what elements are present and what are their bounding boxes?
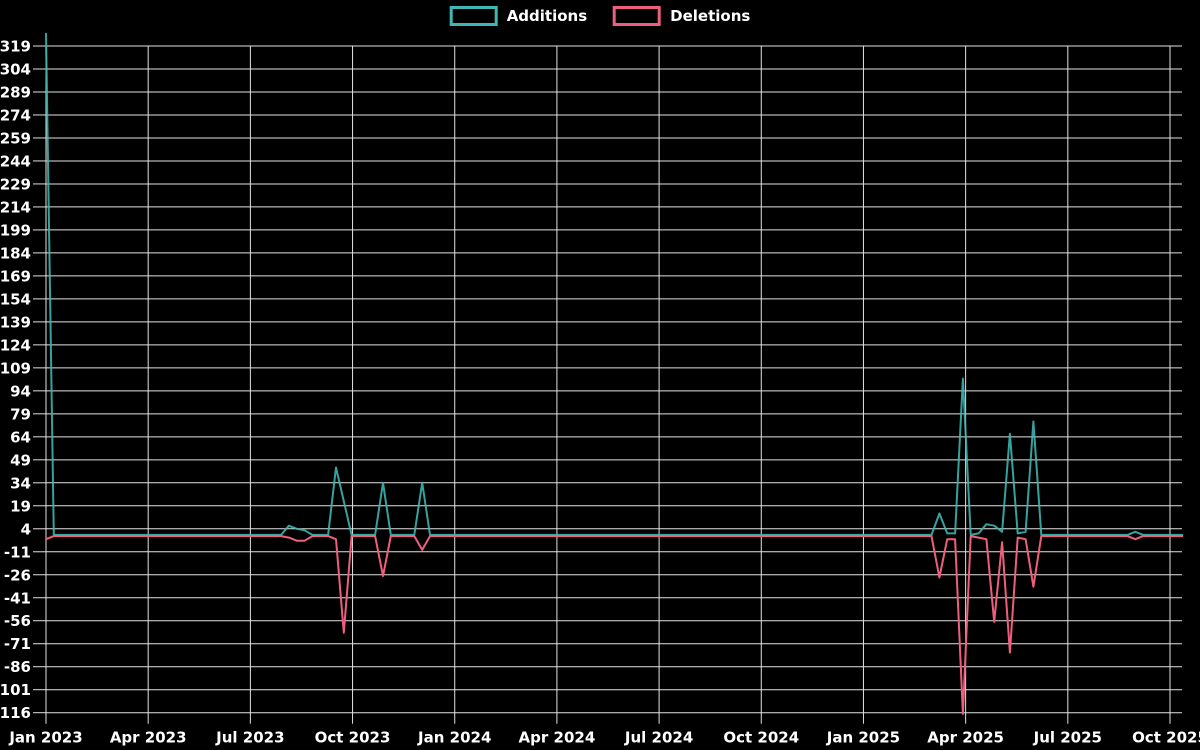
svg-text:Oct 2023: Oct 2023 [315,729,391,747]
svg-text:304: 304 [0,60,31,78]
legend-item-deletions[interactable]: Deletions [613,6,750,26]
svg-text:4: 4 [21,520,31,538]
legend-label-additions: Additions [506,6,588,25]
svg-text:244: 244 [0,152,31,170]
svg-text:184: 184 [0,244,31,262]
legend-item-additions[interactable]: Additions [449,6,588,26]
svg-text:289: 289 [0,83,31,101]
svg-text:Apr 2025: Apr 2025 [927,729,1004,747]
svg-text:109: 109 [0,359,31,377]
svg-text:169: 169 [0,267,31,285]
grid-lines [45,45,1182,714]
svg-text:-116: -116 [0,704,31,722]
svg-text:Jul 2025: Jul 2025 [1033,729,1102,747]
svg-text:-26: -26 [4,566,31,584]
svg-text:49: 49 [10,451,31,469]
svg-text:Oct 2025: Oct 2025 [1132,729,1200,747]
x-axis-labels: Jan 2023 Apr 2023 Jul 2023 Oct 2023 Jan 2024… [8,729,1200,747]
additions-swatch-icon [449,6,498,26]
svg-text:229: 229 [0,175,31,193]
additions-line [45,32,1184,536]
deletions-swatch-icon [613,6,662,26]
svg-text:-71: -71 [4,635,31,653]
deletions-line [45,535,1184,715]
svg-text:34: 34 [10,474,31,492]
svg-text:-41: -41 [4,589,31,607]
svg-text:64: 64 [10,428,31,446]
svg-text:214: 214 [0,198,31,216]
svg-text:Jan 2025: Jan 2025 [826,729,900,747]
svg-text:-86: -86 [4,658,31,676]
chart-legend: Additions Deletions [449,6,750,26]
svg-text:139: 139 [0,313,31,331]
svg-text:Apr 2023: Apr 2023 [110,729,187,747]
svg-text:19: 19 [10,497,31,515]
svg-text:Apr 2024: Apr 2024 [519,729,596,747]
svg-text:-101: -101 [0,681,31,699]
legend-label-deletions: Deletions [670,6,751,25]
svg-text:-11: -11 [4,543,31,561]
axis-ticks [33,45,1171,724]
svg-text:274: 274 [0,106,31,124]
svg-text:Jul 2024: Jul 2024 [624,729,693,747]
svg-text:Jan 2023: Jan 2023 [8,729,82,747]
svg-text:319: 319 [0,38,31,56]
svg-text:Jul 2023: Jul 2023 [215,729,284,747]
svg-text:154: 154 [0,290,31,308]
svg-text:-56: -56 [4,612,31,630]
svg-text:Oct 2024: Oct 2024 [723,729,799,747]
y-axis-labels: 319 304 289 274 259 244 229 214 199 184 169 154 139 1… [0,38,31,723]
svg-text:Jan 2024: Jan 2024 [417,729,491,747]
svg-text:259: 259 [0,129,31,147]
svg-text:124: 124 [0,336,31,354]
svg-text:199: 199 [0,221,31,239]
svg-text:79: 79 [10,405,31,423]
svg-text:94: 94 [10,382,31,400]
